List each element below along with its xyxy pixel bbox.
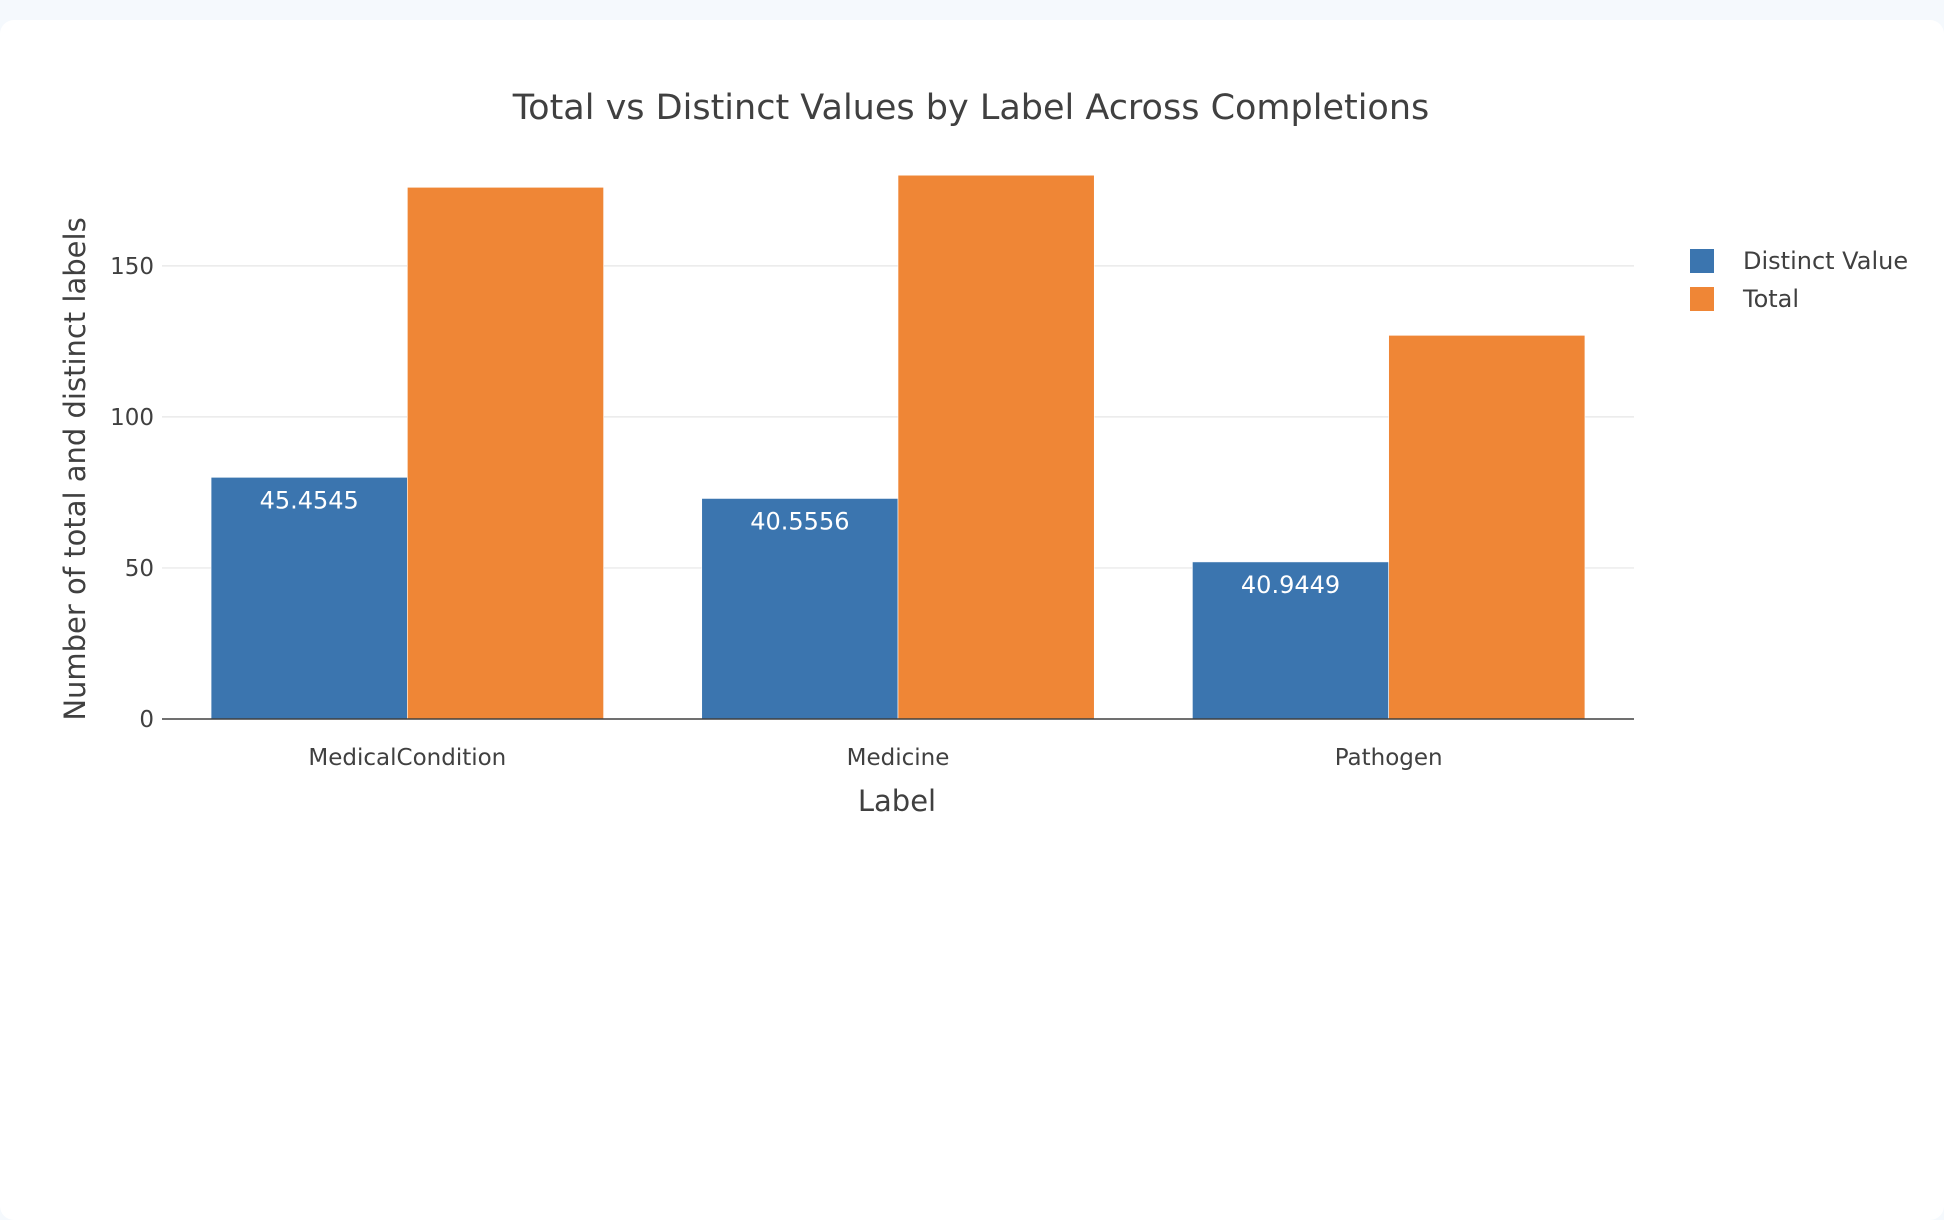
bar-value-label: 40.5556: [750, 507, 849, 535]
y-axis-title: Number of total and distinct labels: [58, 217, 92, 720]
legend-label: Distinct Value: [1743, 247, 1908, 275]
y-tick-label: 150: [110, 254, 154, 280]
y-tick-label: 0: [139, 707, 154, 733]
y-tick-label: 50: [125, 556, 154, 582]
legend-swatch: [1690, 287, 1714, 311]
y-tick-label: 100: [110, 405, 154, 431]
chart-title: Total vs Distinct Values by Label Across…: [512, 88, 1430, 128]
x-tick-label: Pathogen: [1335, 745, 1443, 771]
x-tick-label: MedicalCondition: [308, 745, 506, 771]
legend-swatch: [1690, 249, 1714, 273]
x-tick-labels: MedicalCondition Medicine Pathogen: [308, 745, 1442, 771]
bar-total-medicalcondition: [407, 187, 603, 719]
bar-value-label: 45.4545: [260, 486, 359, 514]
bar-total-pathogen: [1389, 335, 1585, 719]
chart-card: Total vs Distinct Values by Label Across…: [0, 20, 1944, 1220]
bar-chart: Total vs Distinct Values by Label Across…: [0, 20, 1944, 1220]
bars: [211, 175, 1585, 719]
bar-total-medicine: [898, 175, 1094, 719]
y-tick-labels: 0 50 100 150: [110, 254, 154, 733]
x-axis-title: Label: [858, 784, 936, 818]
legend-label: Total: [1742, 285, 1799, 313]
legend: Distinct Value Total: [1690, 247, 1908, 313]
x-tick-label: Medicine: [847, 745, 950, 771]
bar-value-label: 40.9449: [1241, 571, 1340, 599]
